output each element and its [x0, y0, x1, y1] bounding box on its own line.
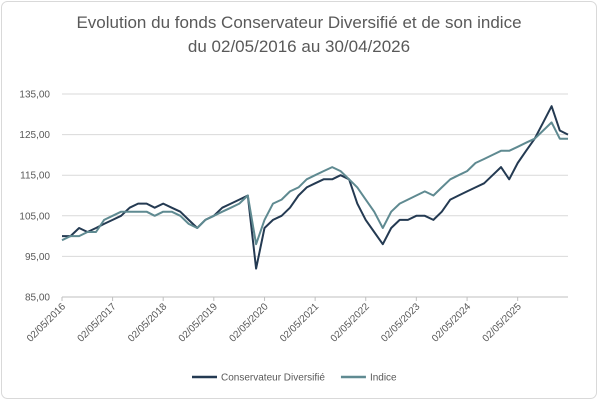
legend-label: Indice [370, 373, 397, 384]
y-tick-label: 115,00 [20, 171, 50, 182]
y-tick-label: 135,00 [19, 90, 50, 101]
y-tick-label: 95,00 [25, 252, 50, 263]
y-tick-label: 105,00 [19, 211, 50, 222]
series-line [61, 121, 568, 246]
series-line [62, 105, 569, 270]
legend-label: Conservateur Diversifié [221, 373, 325, 384]
y-tick-label: 85,00 [25, 293, 50, 304]
chart-subtitle: du 02/05/2016 au 30/04/2026 [188, 37, 410, 56]
chart-title: Evolution du fonds Conservateur Diversif… [76, 13, 521, 32]
y-tick-label: 125,00 [19, 130, 50, 141]
